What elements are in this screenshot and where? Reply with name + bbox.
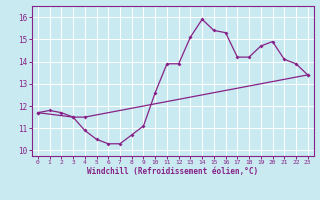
X-axis label: Windchill (Refroidissement éolien,°C): Windchill (Refroidissement éolien,°C) — [87, 167, 258, 176]
